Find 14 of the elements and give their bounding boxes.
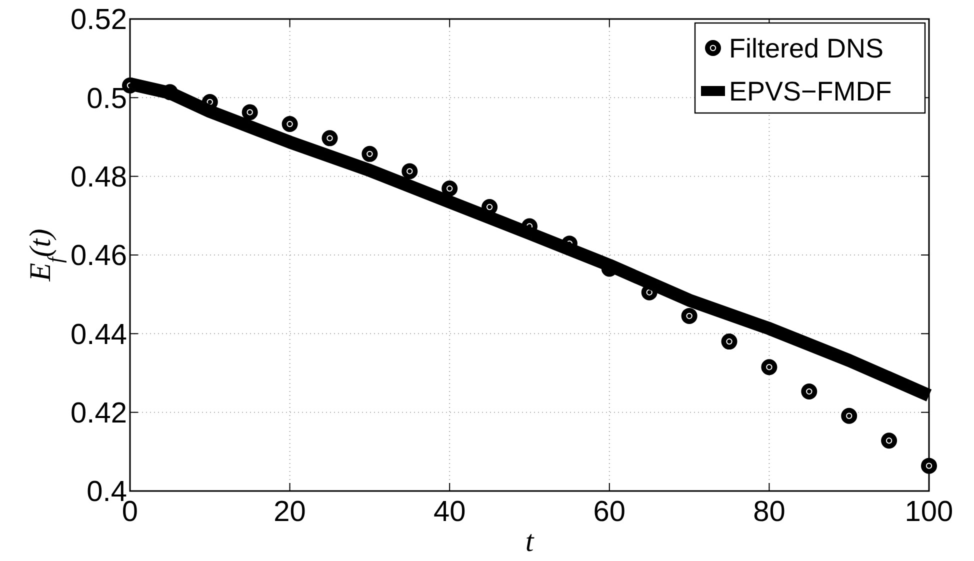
x-tick-label: 40 bbox=[433, 496, 466, 528]
y-tick-label: 0.52 bbox=[70, 4, 127, 36]
x-tick-label: 80 bbox=[753, 496, 786, 528]
y-tick-label: 0.42 bbox=[70, 397, 127, 430]
y-tick-label: 0.46 bbox=[70, 240, 127, 272]
y-tick-label: 0.44 bbox=[70, 318, 127, 351]
x-tick-label: 100 bbox=[904, 496, 954, 528]
legend-label: Filtered DNS bbox=[729, 33, 884, 64]
y-tick-label: 0.5 bbox=[86, 82, 127, 115]
x-axis-title: t bbox=[525, 525, 534, 558]
legend-label: EPVS−FMDF bbox=[729, 76, 892, 106]
x-tick-label: 20 bbox=[274, 496, 306, 528]
x-tick-label: 60 bbox=[593, 496, 626, 528]
y-tick-label: 0.48 bbox=[70, 161, 127, 194]
